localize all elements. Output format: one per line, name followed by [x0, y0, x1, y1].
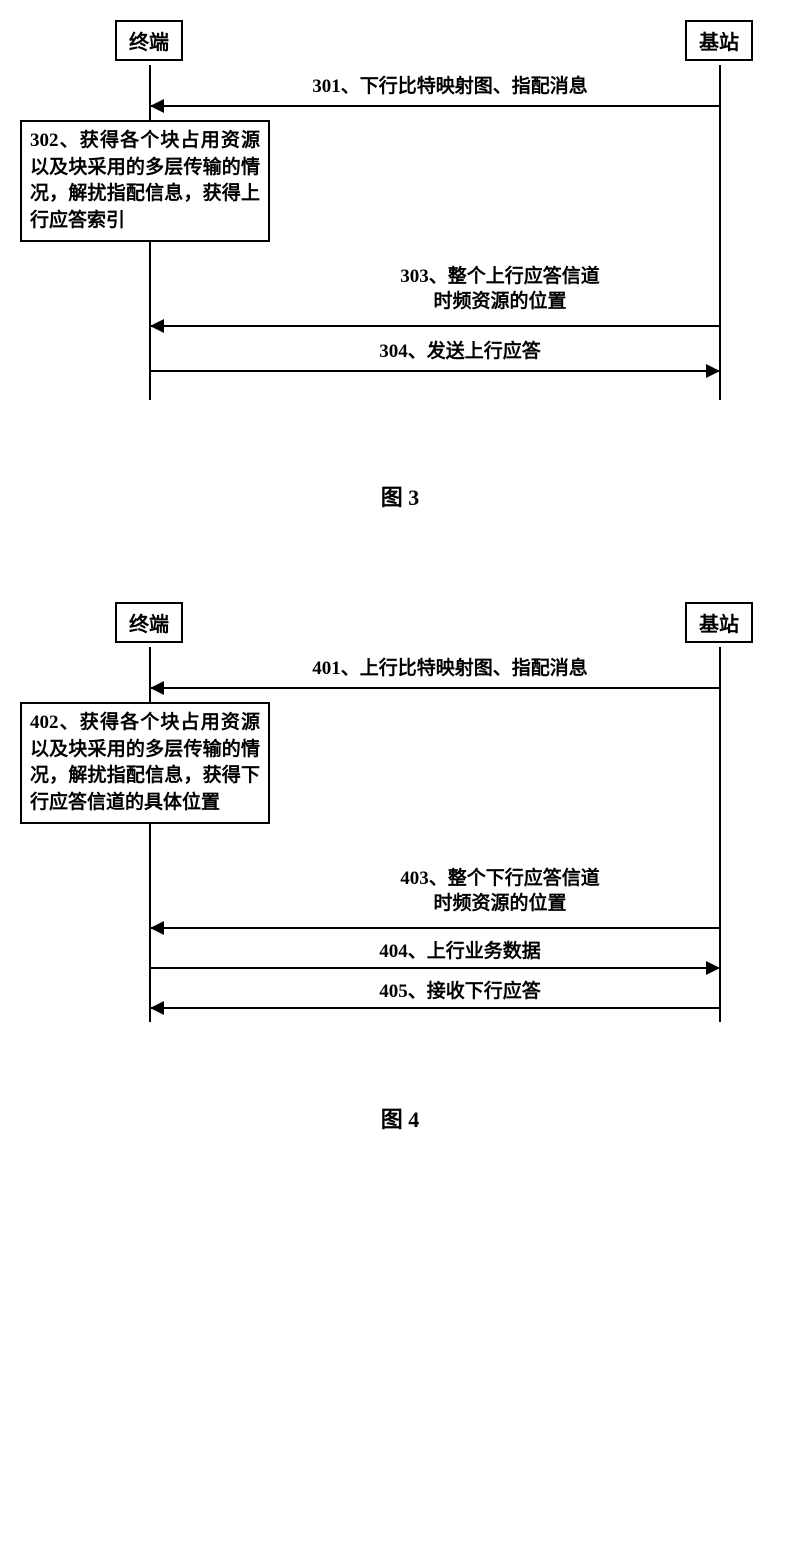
participant-base-station: 基站 [685, 602, 753, 643]
message-arrow [151, 370, 719, 372]
process-box: 302、获得各个块占用资源以及块采用的多层传输的情况，解扰指配信息，获得上行应答… [20, 120, 270, 242]
arrow-head-right-icon [706, 364, 720, 378]
message-arrow [151, 967, 719, 969]
sequence-diagram-4: 终端 基站 402、获得各个块占用资源以及块采用的多层传输的情况，解扰指配信息，获得… [20, 602, 780, 1042]
message-arrow [151, 687, 719, 689]
message-label: 405、接收下行应答 [280, 980, 640, 1005]
message-arrow [151, 927, 719, 929]
message-arrow [151, 325, 719, 327]
participant-terminal: 终端 [115, 20, 183, 61]
message-label: 403、整个下行应答信道时频资源的位置 [340, 867, 660, 916]
message-label: 303、整个上行应答信道时频资源的位置 [340, 265, 660, 314]
arrow-head-left-icon [150, 319, 164, 333]
lifeline-base-station [719, 65, 721, 400]
process-box: 402、获得各个块占用资源以及块采用的多层传输的情况，解扰指配信息，获得下行应答… [20, 702, 270, 824]
arrow-head-left-icon [150, 681, 164, 695]
message-label: 404、上行业务数据 [280, 940, 640, 965]
message-arrow [151, 1007, 719, 1009]
participant-base-station: 基站 [685, 20, 753, 61]
arrow-head-left-icon [150, 921, 164, 935]
arrow-head-left-icon [150, 1001, 164, 1015]
message-arrow [151, 105, 719, 107]
participant-terminal: 终端 [115, 602, 183, 643]
message-label: 304、发送上行应答 [280, 340, 640, 365]
figure-4-caption: 图 4 [20, 1102, 780, 1134]
sequence-diagram-3: 终端 基站 302、获得各个块占用资源以及块采用的多层传输的情况，解扰指配信息，获得… [20, 20, 780, 420]
message-label: 401、上行比特映射图、指配消息 [220, 657, 680, 682]
figure-3-caption: 图 3 [20, 480, 780, 512]
arrow-head-right-icon [706, 961, 720, 975]
message-label: 301、下行比特映射图、指配消息 [220, 75, 680, 100]
arrow-head-left-icon [150, 99, 164, 113]
